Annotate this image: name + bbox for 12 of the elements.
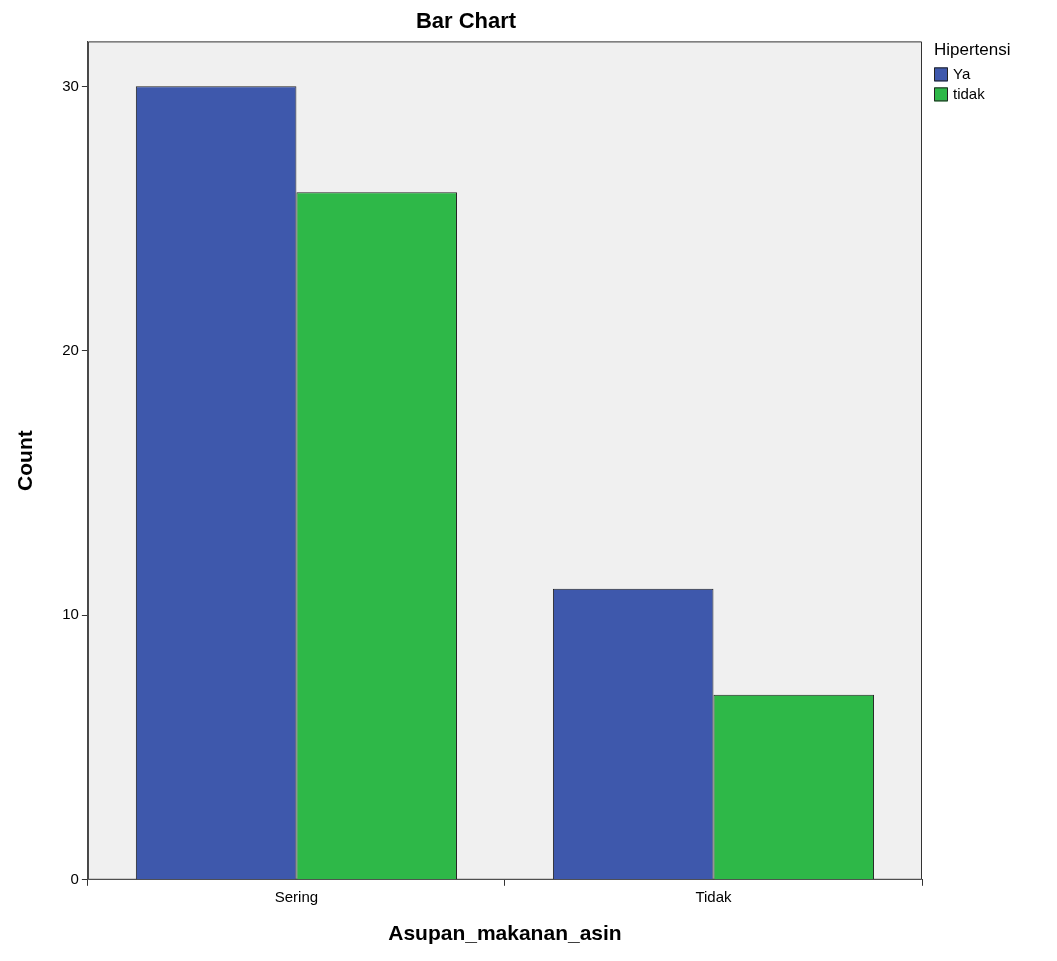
x-axis-title: Asupan_makanan_asin xyxy=(388,921,622,945)
legend-label: Ya xyxy=(953,65,971,83)
x-tick-label: Sering xyxy=(274,887,319,905)
chart-title: Bar Chart xyxy=(415,8,517,34)
y-tick-label: 0 xyxy=(70,869,79,887)
legend-title: Hipertensi xyxy=(934,39,1011,59)
y-axis-title: Count xyxy=(13,430,37,491)
x-tick-label: Tidak xyxy=(695,887,733,905)
y-tick-label: 30 xyxy=(62,76,79,94)
y-tick-label: 20 xyxy=(62,340,79,358)
legend-label: tidak xyxy=(953,85,986,103)
y-tick-label: 10 xyxy=(62,605,79,623)
